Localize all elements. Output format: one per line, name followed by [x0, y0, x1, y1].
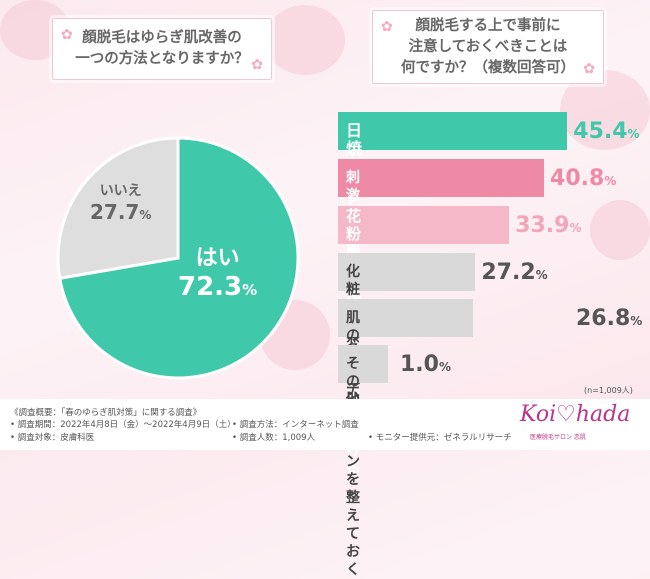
bar-value-number: 33.9 [515, 213, 570, 238]
bar [338, 112, 568, 150]
pie-label-yes: はい 72.3% [178, 240, 257, 302]
survey-target: • 調査対象：皮膚科医 [10, 433, 95, 443]
pie-label-no: いいえ 27.7% [90, 180, 151, 224]
pie-label-yes-text: はい [195, 246, 240, 271]
bar-value-unit: % [630, 314, 643, 328]
pie-value-no: 27.7% [90, 200, 151, 224]
bar-value: 26.8% [576, 306, 642, 331]
pie-value-no-unit: % [139, 208, 152, 222]
bar [338, 206, 510, 244]
bar-value-unit: % [627, 127, 640, 141]
blossom-decoration [590, 200, 650, 260]
pie-value-yes-number: 72.3 [178, 272, 243, 302]
pie-value-no-number: 27.7 [90, 200, 140, 224]
bar-value: 27.2% [481, 260, 547, 285]
pie-label-no-text: いいえ [99, 183, 142, 199]
bar [338, 345, 388, 383]
bar-value-number: 40.8 [550, 166, 605, 191]
sample-size: (n=1,009人) [584, 386, 633, 395]
survey-overview: 《調査概要：「春のゆらぎ肌対策」に関する調査》 [10, 408, 202, 418]
bar-value-number: 1.0 [400, 352, 439, 377]
bar [338, 253, 476, 291]
bar-value: 1.0% [400, 352, 451, 377]
flower-icon: ✿ [381, 19, 393, 35]
bar-value: 40.8% [550, 166, 616, 191]
survey-period: • 調査期間：2022年4月8日（金）〜2022年4月9日（土） [10, 420, 236, 430]
blossom-decoration [265, 5, 345, 75]
bar-value-unit: % [604, 174, 617, 188]
pie-value-yes-unit: % [242, 281, 258, 299]
flower-icon: ✿ [251, 57, 263, 73]
footer: 《調査概要：「春のゆらぎ肌対策」に関する調査》 • 調査期間：2022年4月8日… [0, 399, 650, 450]
brand-logo-subtitle: 医療脱毛サロン 恋肌 [530, 434, 586, 441]
bar-value: 45.4% [573, 119, 639, 144]
flower-icon: ✿ [583, 61, 595, 77]
survey-method: • 調査方法：インターネット調査 [232, 420, 359, 430]
pie-value-yes: 72.3% [178, 272, 257, 302]
pie-chart [56, 136, 300, 380]
bar [338, 159, 545, 197]
bar-value: 33.9% [515, 213, 581, 238]
pie-slice-no [56, 136, 180, 280]
flower-icon: ✿ [61, 27, 73, 43]
monitor-provider: • モニター提供元：ゼネラルリサーチ [368, 433, 512, 443]
left-question-box: ✿ ✿ 顔脱毛はゆらぎ肌改善の 一つの方法となりますか？ [52, 18, 272, 80]
bar-value-number: 27.2 [481, 260, 536, 285]
bar-value-unit: % [569, 221, 582, 235]
right-question-box: ✿ ✿ 顔脱毛する上で事前に 注意しておくべきことは 何ですか？（複数回答可） [372, 10, 604, 84]
survey-count: • 調査人数：1,009人 [232, 433, 316, 443]
bar-value-number: 26.8 [576, 306, 631, 331]
left-question: 顔脱毛はゆらぎ肌改善の 一つの方法となりますか？ [75, 30, 249, 67]
bar-value-unit: % [438, 360, 452, 374]
right-question: 顔脱毛する上で事前に 注意しておくべきことは 何ですか？（複数回答可） [401, 18, 575, 76]
bar [338, 299, 474, 337]
bar-value-unit: % [535, 268, 548, 282]
bar-value-number: 45.4 [573, 119, 628, 144]
brand-logo: Koi♡hada [520, 402, 631, 427]
